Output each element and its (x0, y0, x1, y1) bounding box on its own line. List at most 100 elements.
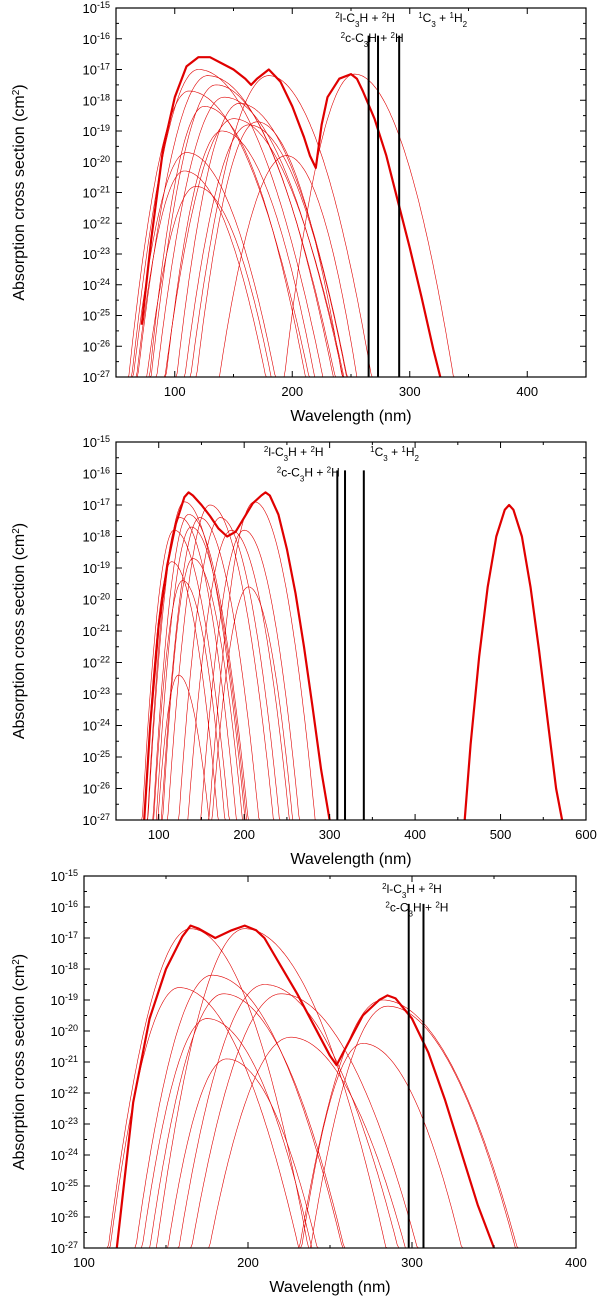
threshold-annotation-3: 1C3 + 1H2 (418, 10, 467, 28)
y-tick-label: 10-23 (83, 686, 110, 702)
plot-area (141, 491, 564, 820)
x-tick-label: 200 (237, 1255, 259, 1270)
component-curve-5 (155, 96, 346, 377)
component-curve-13 (308, 1005, 519, 1248)
y-tick-label: 10-17 (83, 497, 110, 513)
y-tick-label: 10-17 (51, 930, 78, 946)
component-curve-4 (149, 84, 336, 377)
y-tick-label: 10-19 (51, 992, 78, 1008)
y-tick-label: 10-16 (83, 31, 110, 47)
component-curve-12 (208, 501, 317, 820)
component-curve-1 (141, 529, 231, 820)
x-tick-label: 600 (575, 827, 597, 842)
component-curve-10 (132, 152, 279, 377)
y-tick-label: 10-27 (83, 369, 110, 385)
y-tick-label: 10-15 (83, 434, 110, 450)
component-curve-4 (134, 974, 345, 1248)
component-curve-11 (199, 529, 301, 820)
component-curve-7 (160, 517, 261, 820)
component-curve-11 (300, 1043, 465, 1248)
x-axis-title: Wavelength (nm) (269, 1279, 390, 1296)
component-curve-7 (154, 928, 389, 1248)
y-tick-label: 10-15 (51, 868, 78, 884)
y-tick-label: 10-19 (83, 123, 110, 139)
y-tick-label: 10-18 (83, 92, 110, 108)
absorption-chart-panel-3: 10-27 10-26 10-25 10-24 10-23 10-22 10-21 10-20… (11, 868, 587, 1296)
component-curve-9 (189, 993, 421, 1248)
x-axis-title: Wavelength (nm) (290, 408, 411, 425)
component-curve-6 (163, 118, 347, 377)
plot-area (127, 56, 456, 377)
y-tick-label: 10-25 (83, 308, 110, 324)
y-tick-label: 10-24 (51, 1147, 78, 1163)
y-tick-label: 10-21 (83, 623, 110, 639)
y-tick-label: 10-20 (83, 592, 110, 608)
plot-frame (115, 7, 587, 378)
y-tick-label: 10-25 (83, 749, 110, 765)
component-curve-12 (145, 186, 274, 377)
component-curve-4 (152, 514, 250, 820)
y-tick-label: 10-27 (83, 812, 110, 828)
component-curve-8 (177, 984, 401, 1248)
x-tick-label: 400 (516, 384, 538, 399)
component-curve-14 (157, 674, 210, 820)
visible-band-curve (463, 503, 564, 820)
component-curve-9 (188, 75, 374, 377)
component-curve-6 (161, 558, 244, 820)
threshold-annotation-1: 2l-C3H + 2H (382, 882, 442, 900)
y-tick-label: 10-26 (51, 1209, 78, 1225)
y-axis-title: Absorption cross section (cm2) (11, 954, 29, 1170)
component-curve-3 (136, 75, 339, 377)
component-curve-5 (155, 526, 248, 820)
y-tick-label: 10-24 (83, 718, 110, 734)
x-tick-label: 300 (401, 1255, 423, 1270)
component-curve-15 (165, 130, 317, 377)
x-tick-label: 100 (73, 1255, 95, 1270)
x-tick-label: 100 (148, 827, 170, 842)
x-tick-label: 200 (233, 827, 255, 842)
component-curve-3 (141, 1018, 314, 1248)
y-axis-title: Absorption cross section (cm2) (11, 84, 29, 300)
component-curve-6 (166, 1058, 321, 1248)
component-curve-15 (152, 580, 226, 820)
y-tick-label: 10-17 (83, 62, 110, 78)
y-tick-label: 10-15 (83, 0, 110, 16)
y-tick-label: 10-16 (51, 899, 78, 915)
threshold-annotation-1: 2l-C3H + 2H (335, 10, 395, 28)
x-axis-title: Wavelength (nm) (290, 851, 411, 868)
x-tick-label: 400 (404, 827, 426, 842)
y-tick-label: 10-26 (83, 781, 110, 797)
y-tick-label: 10-16 (83, 466, 110, 482)
y-tick-label: 10-24 (83, 277, 110, 293)
x-tick-label: 300 (399, 384, 421, 399)
threshold-annotation-2: 2c-C3H + 2H (277, 465, 340, 483)
component-curve-8 (167, 504, 275, 820)
y-axis-title: Absorption cross section (cm2) (11, 523, 29, 739)
plot-frame (115, 441, 587, 821)
y-tick-label: 10-22 (83, 215, 110, 231)
component-curve-14 (194, 121, 344, 377)
component-curve-1 (127, 90, 313, 377)
x-tick-label: 400 (565, 1255, 587, 1270)
x-tick-label: 200 (281, 384, 303, 399)
y-tick-label: 10-22 (83, 655, 110, 671)
component-curve-8 (183, 124, 349, 377)
y-tick-label: 10-23 (51, 1116, 78, 1132)
component-curve-3 (147, 501, 247, 820)
component-curve-2 (146, 517, 238, 820)
total-envelope-curve (140, 56, 442, 377)
absorption-chart-panel-2: 10-27 10-26 10-25 10-24 10-23 10-22 10-21 10-20… (11, 434, 597, 868)
y-tick-label: 10-18 (51, 961, 78, 977)
component-curve-16 (148, 106, 308, 377)
y-tick-label: 10-21 (83, 185, 110, 201)
plot-area (106, 924, 521, 1248)
total-envelope-curve (143, 491, 331, 820)
y-tick-label: 10-20 (83, 154, 110, 170)
component-curve-5 (148, 993, 347, 1248)
y-tick-label: 10-25 (51, 1178, 78, 1194)
total-envelope-curve (115, 924, 496, 1248)
component-curve-9 (178, 517, 281, 820)
component-curve-11 (134, 170, 269, 377)
y-tick-label: 10-27 (51, 1240, 78, 1256)
threshold-annotation-2: 2c-C3H + 2H (385, 900, 448, 918)
